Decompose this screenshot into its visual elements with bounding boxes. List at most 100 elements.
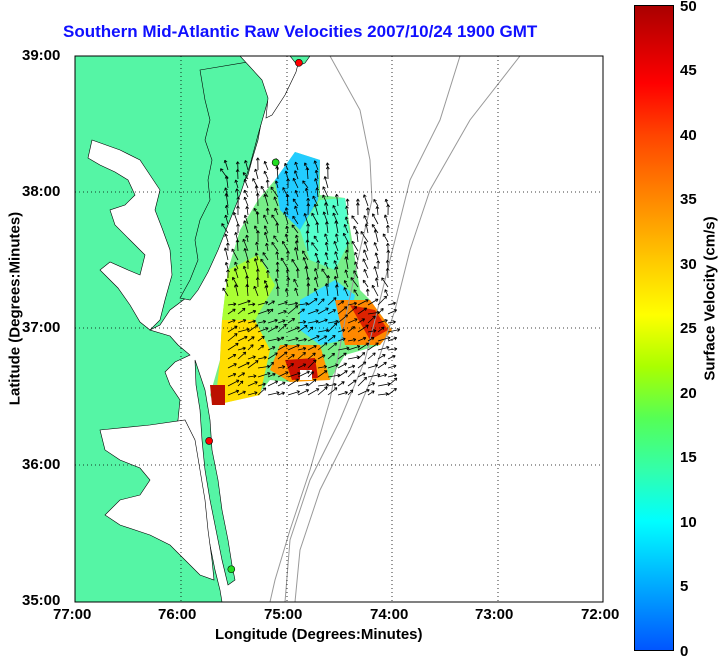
current-vector [274,278,279,288]
current-vector [227,333,238,342]
current-vector [297,389,310,396]
current-vector [257,308,271,315]
current-vector [227,308,236,315]
current-vector [322,186,329,198]
current-vector [255,192,260,207]
current-vector [306,203,311,216]
current-vector [313,287,319,297]
current-vector [363,249,369,261]
current-vector [267,361,274,369]
current-vector [367,390,375,396]
current-vector [334,251,339,261]
current-vector [292,215,299,225]
current-vector [385,224,390,234]
current-vector [254,252,259,261]
current-vector [236,205,240,216]
current-vector [294,161,299,171]
current-vector [324,261,329,270]
current-vector [347,345,361,351]
current-vector [245,234,249,243]
current-vector [313,235,319,243]
current-vector [382,233,389,243]
xtick-label: 75:00 [264,606,303,623]
current-vector [367,337,375,342]
current-vector [255,241,259,252]
current-vector [315,221,320,234]
current-vector [283,211,289,225]
current-vector [307,335,320,342]
current-vector [385,242,390,252]
current-vector [347,379,357,387]
current-vector [354,251,359,261]
current-vector [317,298,325,306]
current-vector [287,371,301,378]
current-vector [314,178,319,189]
current-vector [324,283,329,297]
current-vector [317,318,328,324]
current-vector [374,277,379,288]
current-vector [377,354,386,360]
current-vector [232,276,239,288]
current-vector [337,391,348,396]
current-vector [257,319,267,324]
current-vector [247,381,258,387]
current-vector [334,220,339,234]
current-vector [347,326,356,333]
current-vector [223,247,229,261]
current-vector [337,328,346,333]
current-vector [285,268,290,279]
x-axis-label: Longitude (Degrees:Minutes) [215,626,423,643]
current-vector [347,306,358,315]
current-vector [357,342,370,351]
gridlines [75,56,603,602]
current-vector [287,318,296,324]
current-vector [287,326,300,333]
current-vector [302,180,309,189]
current-vector [237,351,247,360]
current-vector [224,233,229,243]
current-vector [243,196,249,207]
current-vector [267,337,280,342]
current-vector [237,299,251,306]
current-vector [333,275,339,288]
current-vector [263,280,269,288]
current-vector [302,257,309,270]
current-vector [355,202,360,216]
current-vector [223,159,229,171]
current-vector [294,205,299,216]
current-vector [377,319,388,324]
current-vector [337,352,347,360]
current-vector [363,194,369,207]
current-vector [314,268,319,279]
current-vector [275,286,280,297]
current-vector [287,363,294,369]
current-vector [267,380,279,387]
current-vector [227,379,240,387]
current-vector [287,390,300,396]
current-vector [374,252,379,261]
current-vector [367,352,376,360]
current-vector [286,277,291,288]
current-vector [313,203,319,216]
current-vector [280,257,289,270]
current-vector [247,319,256,324]
current-vector [314,169,319,180]
current-vector [317,370,328,378]
current-vector [267,346,276,351]
current-vector [263,214,269,225]
current-vector [305,239,310,252]
current-vector [243,214,249,225]
current-vector [275,222,280,234]
current-vector [274,207,279,216]
current-vector [307,359,317,369]
current-vector [267,300,275,306]
current-vector [357,336,367,342]
current-vector [274,180,279,189]
current-vector [327,342,338,351]
map-title: Southern Mid-Atlantic Raw Velocities 200… [63,22,538,41]
current-vector [243,220,249,234]
current-vector [327,352,336,360]
current-vector [265,179,270,189]
current-vector [265,242,269,252]
current-vector [364,223,369,234]
